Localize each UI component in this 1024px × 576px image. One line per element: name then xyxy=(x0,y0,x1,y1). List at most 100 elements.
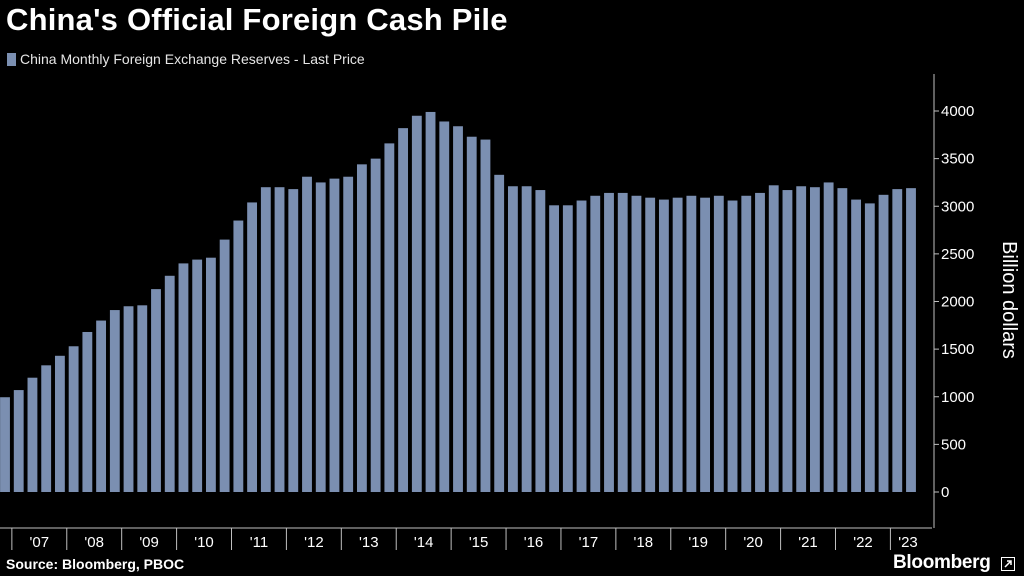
x-tick-label-07: '07 xyxy=(30,534,50,551)
y-tick-label-1000: 1000 xyxy=(941,389,974,406)
x-tick-label-20: '20 xyxy=(743,534,763,551)
bar-2022-03 xyxy=(837,188,848,492)
bar-2014-09 xyxy=(425,111,436,492)
x-tick-label-08: '08 xyxy=(84,534,104,551)
bar-2021-12 xyxy=(823,182,834,492)
bar-2007-12 xyxy=(54,355,65,492)
chart-title: China's Official Foreign Cash Pile xyxy=(6,2,508,37)
bar-2007-03 xyxy=(13,390,24,492)
bar-2008-12 xyxy=(109,310,120,492)
bar-2014-12 xyxy=(439,121,450,492)
bar-2007-09 xyxy=(41,365,52,492)
y-tick-label-1500: 1500 xyxy=(941,341,974,358)
bar-2009-12 xyxy=(164,275,175,492)
bar-2015-03 xyxy=(453,126,463,493)
bar-2008-09 xyxy=(96,320,107,492)
bar-2013-12 xyxy=(384,143,395,492)
bar-2017-09 xyxy=(590,195,601,492)
bar-2021-06 xyxy=(796,186,807,492)
legend-label: China Monthly Foreign Exchange Reserves … xyxy=(20,51,365,67)
x-tick-label-10: '10 xyxy=(194,534,214,551)
bar-2015-09 xyxy=(480,139,491,492)
x-tick-label-23: '23 xyxy=(898,534,918,551)
bar-2012-03 xyxy=(288,189,299,493)
bar-2012-09 xyxy=(315,182,326,492)
bar-2021-09 xyxy=(809,187,820,492)
x-tick-label-22: '22 xyxy=(853,534,873,551)
legend-swatch xyxy=(7,52,16,66)
bar-2009-03 xyxy=(123,306,134,492)
bar-2010-09 xyxy=(205,257,216,492)
bar-2011-09 xyxy=(260,187,271,492)
bar-2012-12 xyxy=(329,178,340,492)
x-tick-label-12: '12 xyxy=(304,534,324,551)
x-tick-label-18: '18 xyxy=(634,534,654,551)
bar-2006-12 xyxy=(0,397,10,492)
x-tick-label-16: '16 xyxy=(524,534,544,551)
bar-2011-12 xyxy=(274,187,285,492)
y-tick-label-4000: 4000 xyxy=(941,103,974,120)
bar-2015-12 xyxy=(494,174,505,492)
y-tick-label-500: 500 xyxy=(941,436,966,453)
source-note: Source: Bloomberg, PBOC xyxy=(6,556,185,572)
external-link-icon[interactable] xyxy=(1001,557,1015,571)
bar-2009-06 xyxy=(137,305,148,492)
bar-2008-06 xyxy=(82,331,93,492)
x-tick-label-14: '14 xyxy=(414,534,434,551)
bar-2019-06 xyxy=(686,195,697,492)
y-tick-label-2000: 2000 xyxy=(941,294,974,311)
bar-2017-12 xyxy=(604,192,614,493)
bar-2021-03 xyxy=(782,190,793,492)
bar-2016-03 xyxy=(507,186,518,492)
bar-2016-12 xyxy=(549,205,560,493)
legend: China Monthly Foreign Exchange Reserves … xyxy=(7,51,365,67)
y-tick-label-2500: 2500 xyxy=(941,246,974,263)
bar-2007-06 xyxy=(27,377,38,492)
x-tick-label-13: '13 xyxy=(359,534,379,551)
bar-2020-06 xyxy=(741,195,752,492)
bar-2018-06 xyxy=(631,195,642,492)
bar-2020-09 xyxy=(755,192,765,493)
bar-2020-12 xyxy=(768,185,779,493)
bar-2019-12 xyxy=(713,195,724,492)
bar-2017-03 xyxy=(562,205,573,493)
bar-2010-03 xyxy=(178,263,189,492)
bar-2011-03 xyxy=(233,220,244,493)
bar-2022-09 xyxy=(864,203,875,492)
bar-2017-06 xyxy=(576,200,587,492)
bar-2018-03 xyxy=(617,192,628,493)
bar-2013-03 xyxy=(343,176,354,492)
bar-2014-06 xyxy=(411,115,422,492)
bar-2020-03 xyxy=(727,200,738,492)
brand-logo: Bloomberg xyxy=(893,552,991,573)
bar-2013-06 xyxy=(356,164,367,492)
x-tick-label-11: '11 xyxy=(250,534,268,551)
y-tick-label-3500: 3500 xyxy=(941,151,974,168)
bar-2023-06 xyxy=(906,188,916,492)
x-tick-label-19: '19 xyxy=(688,534,708,551)
bar-2012-06 xyxy=(302,176,312,492)
bar-2014-03 xyxy=(398,128,409,492)
y-tick-label-3000: 3000 xyxy=(941,198,974,215)
y-axis-title: Billion dollars xyxy=(998,241,1020,359)
bar-2022-12 xyxy=(878,194,889,492)
bar-2019-03 xyxy=(672,197,683,492)
bar-2009-09 xyxy=(151,289,161,492)
x-tick-label-17: '17 xyxy=(579,534,599,551)
bar-2015-06 xyxy=(466,136,477,492)
x-tick-label-15: '15 xyxy=(469,534,489,551)
bar-2016-09 xyxy=(535,190,546,492)
bar-2019-09 xyxy=(700,197,711,492)
x-tick-label-21: '21 xyxy=(798,534,818,551)
bar-2022-06 xyxy=(851,199,862,492)
bar-2011-06 xyxy=(247,202,258,492)
bar-2023-03 xyxy=(892,189,903,493)
x-tick-label-09: '09 xyxy=(139,534,159,551)
bar-2018-12 xyxy=(658,199,669,492)
bar-2016-06 xyxy=(521,186,532,492)
bar-2010-12 xyxy=(219,239,230,492)
bar-2008-03 xyxy=(68,346,79,492)
bar-2018-09 xyxy=(645,197,656,492)
y-tick-label-0: 0 xyxy=(941,484,949,501)
